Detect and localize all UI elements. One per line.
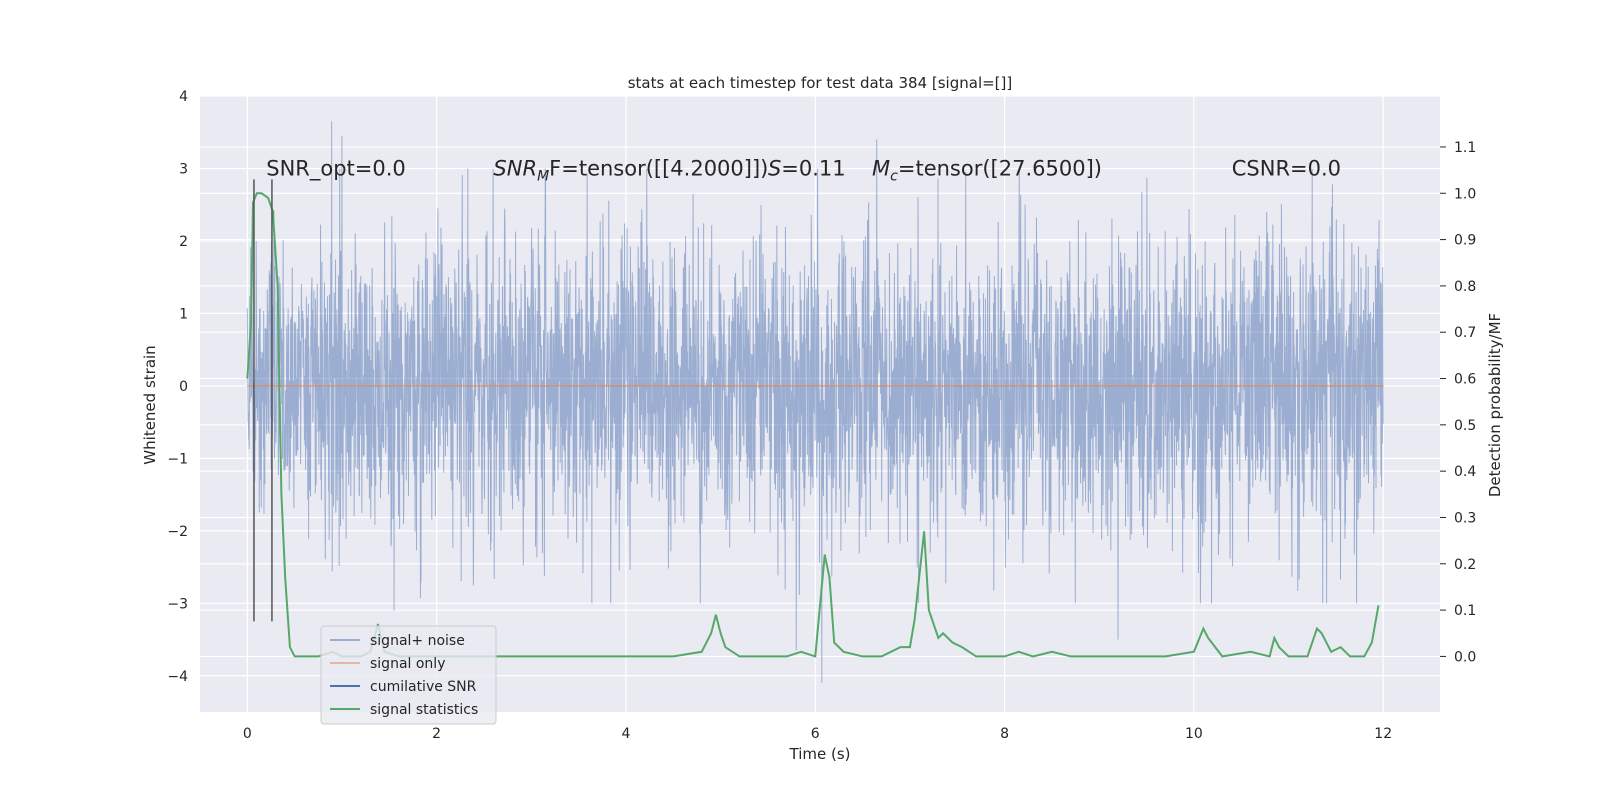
y2-tick-label: 0.8 xyxy=(1454,279,1476,295)
y-tick-label: −2 xyxy=(167,524,188,540)
y-tick-label: 0 xyxy=(179,379,188,395)
y2-tick-label: 0.7 xyxy=(1454,325,1476,341)
y2-tick-label: 0.5 xyxy=(1454,418,1476,434)
x-tick-label: 4 xyxy=(621,726,630,742)
y-axis-ticks: −4 −3 −2 −1 0 1 2 3 4 xyxy=(167,89,188,685)
y2-tick-label: 0.9 xyxy=(1454,233,1476,249)
y2-tick-label: 0.1 xyxy=(1454,603,1476,619)
x-tick-label: 12 xyxy=(1374,726,1392,742)
y-tick-label: 4 xyxy=(179,89,188,105)
x-tick-label: 8 xyxy=(1000,726,1009,742)
annotation-text: S=0.11 xyxy=(768,157,846,181)
y-tick-label: 2 xyxy=(179,234,188,250)
y2-tick-label: 0.0 xyxy=(1454,649,1476,665)
noise-series xyxy=(246,121,1384,684)
x-tick-label: 6 xyxy=(811,726,820,742)
signal-noise-line xyxy=(246,121,1384,684)
y-tick-label: −3 xyxy=(167,596,188,612)
legend-label: cumilative SNR xyxy=(370,679,477,695)
annotation-text: CSNR=0.0 xyxy=(1232,157,1341,181)
y-tick-label: −1 xyxy=(167,451,188,467)
x-axis-label: Time (s) xyxy=(789,745,851,763)
legend: signal+ noise signal only cumilative SNR si… xyxy=(320,625,497,725)
y2-tick-label: 0.6 xyxy=(1454,372,1476,388)
annotations: SNR_opt=0.0 SNRMF=tensor([[4.2000]]) S=0.1… xyxy=(266,157,1341,185)
annotation-text: Mc=tensor([27.6500]) xyxy=(872,157,1102,185)
annotation-text: SNR_opt=0.0 xyxy=(266,157,406,182)
x-axis-ticks: 0 2 4 6 8 10 12 xyxy=(243,726,1392,742)
x-tick-label: 0 xyxy=(243,726,252,742)
y2-tick-label: 1.1 xyxy=(1454,140,1476,156)
y2-tick-label: 0.2 xyxy=(1454,557,1476,573)
y-tick-label: 1 xyxy=(179,306,188,322)
y-axis-label: Whitened strain xyxy=(141,345,159,464)
legend-label: signal only xyxy=(370,656,445,672)
x-tick-label: 2 xyxy=(432,726,441,742)
x-tick-label: 10 xyxy=(1185,726,1203,742)
annotation-text: SNRMF=tensor([[4.2000]]) xyxy=(493,157,768,185)
y2-axis-ticks: 0.0 0.1 0.2 0.3 0.4 0.5 0.6 0.7 0.8 0.9 1.0 1.1 xyxy=(1440,140,1476,665)
chart-title: stats at each timestep for test data 384… xyxy=(628,74,1013,92)
legend-label: signal+ noise xyxy=(370,633,465,649)
y2-tick-label: 1.0 xyxy=(1454,186,1476,202)
legend-label: signal statistics xyxy=(370,702,478,718)
legend-box xyxy=(320,625,497,725)
y-tick-label: 3 xyxy=(179,161,188,177)
y-tick-label: −4 xyxy=(167,669,188,685)
vertical-markers xyxy=(253,179,273,622)
y2-tick-label: 0.4 xyxy=(1454,464,1476,480)
y2-axis-label: Detection probability/MF xyxy=(1486,313,1504,497)
y2-tick-label: 0.3 xyxy=(1454,510,1476,526)
